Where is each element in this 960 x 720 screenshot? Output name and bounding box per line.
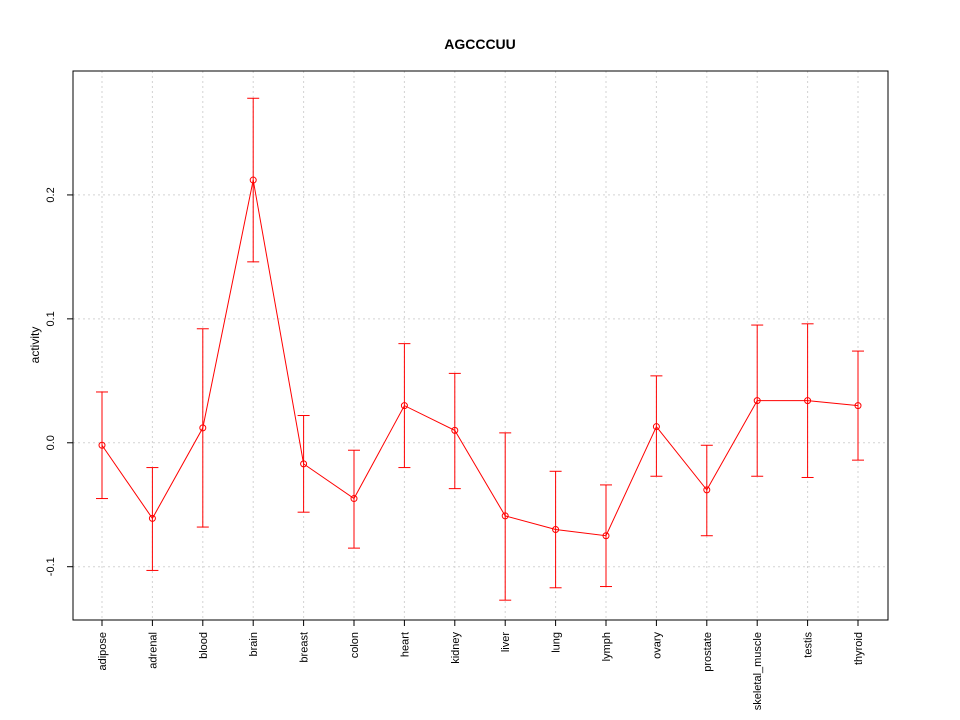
y-axis-label: activity xyxy=(28,327,42,364)
data-point-thyroid xyxy=(854,402,862,410)
x-tick-label-thyroid: thyroid xyxy=(853,632,865,665)
y-tick-label-0.2: 0.2 xyxy=(45,187,57,202)
x-tick-label-brain: brain xyxy=(248,632,260,656)
x-tick-label-liver: liver xyxy=(500,632,512,653)
data-point-adipose xyxy=(98,441,106,449)
x-tick-label-prostate: prostate xyxy=(702,632,714,672)
data-point-kidney xyxy=(451,426,459,434)
data-point-liver xyxy=(501,512,509,520)
x-tick-label-kidney: kidney xyxy=(450,632,462,664)
data-point-breast xyxy=(300,460,308,468)
series-activity xyxy=(96,97,864,601)
x-tick-label-blood: blood xyxy=(198,632,210,659)
data-point-heart xyxy=(400,402,408,410)
axes: -0.1 0.0 0.1 0.2 adipose adrenal blood brain bre… xyxy=(45,187,865,710)
x-tick-label-lymph: lymph xyxy=(601,632,613,661)
series-line xyxy=(101,179,859,537)
x-tick-label-adrenal: adrenal xyxy=(147,632,159,669)
data-point-colon xyxy=(350,495,358,503)
x-tick-label-lung: lung xyxy=(551,632,563,653)
x-tick-label-ovary: ovary xyxy=(651,632,663,659)
data-point-prostate xyxy=(703,486,711,494)
y-tick-label-0.1: 0.1 xyxy=(45,311,57,326)
data-point-testis xyxy=(804,397,812,405)
grid-lines xyxy=(73,71,888,620)
x-tick-label-breast: breast xyxy=(299,632,311,663)
y-tick-label-0.0: 0.0 xyxy=(45,435,57,450)
y-tick-label--0.1: -0.1 xyxy=(45,557,57,576)
x-tick-label-testis: testis xyxy=(803,632,815,658)
chart-title: AGCCCUU xyxy=(444,36,516,52)
plot-frame xyxy=(72,70,889,621)
x-tick-label-skeletal_muscle: skeletal_muscle xyxy=(752,632,764,710)
x-tick-label-colon: colon xyxy=(349,632,361,658)
data-point-adrenal xyxy=(148,514,156,522)
data-point-brain xyxy=(249,176,257,184)
x-tick-label-heart: heart xyxy=(399,632,411,657)
data-point-lymph xyxy=(602,532,610,540)
data-point-skeletal_muscle xyxy=(753,397,761,405)
data-point-ovary xyxy=(652,423,660,431)
data-point-blood xyxy=(199,424,207,432)
x-tick-label-adipose: adipose xyxy=(97,632,109,671)
data-point-lung xyxy=(552,526,560,534)
